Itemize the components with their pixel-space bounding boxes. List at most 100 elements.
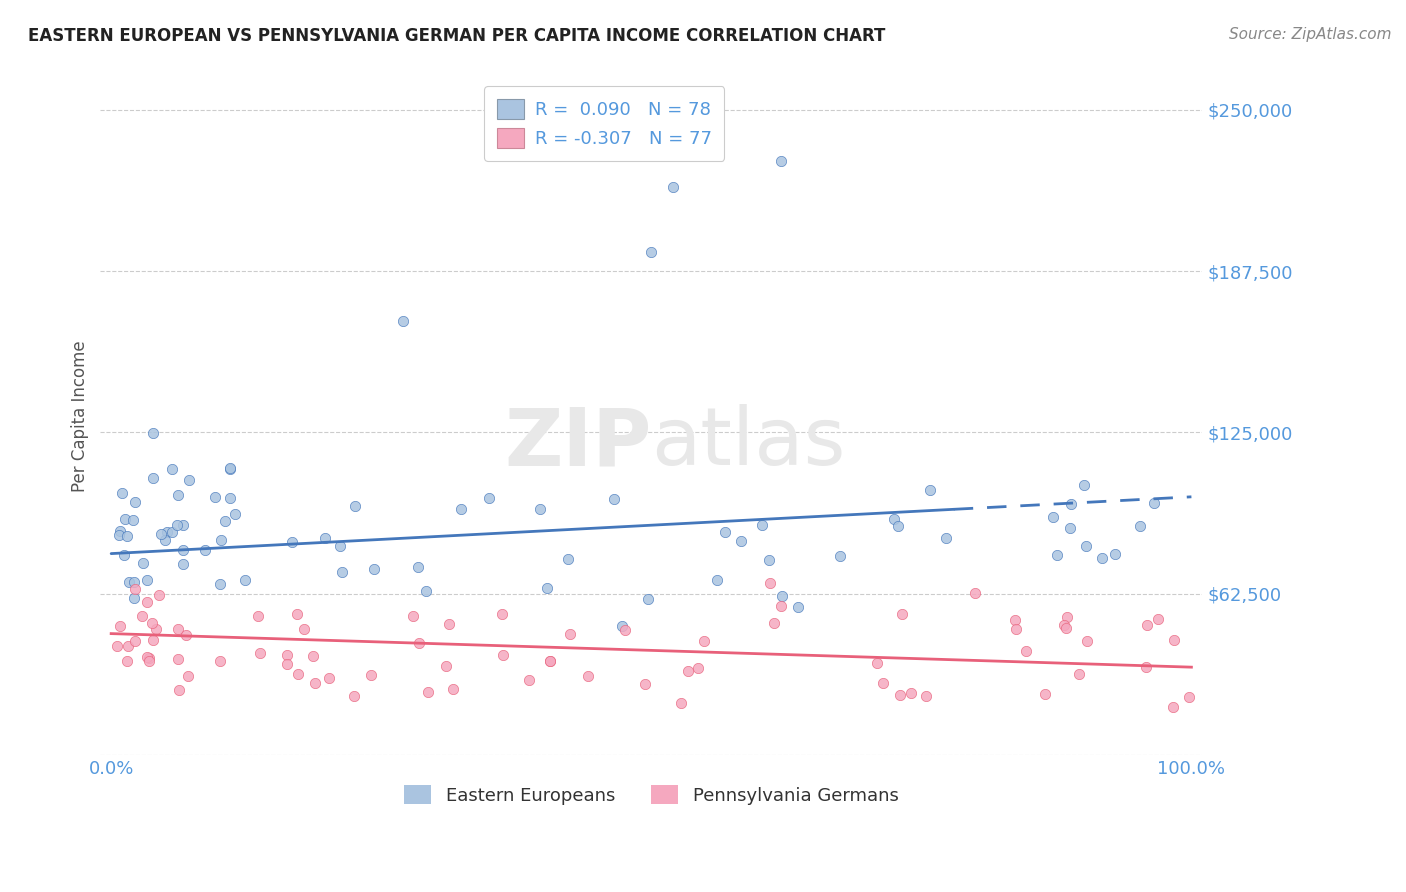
Point	[437, 617, 460, 632]
Point	[219, 462, 242, 476]
Point	[249, 646, 271, 660]
Point	[900, 686, 922, 700]
Point	[637, 592, 659, 607]
Point	[762, 616, 785, 631]
Point	[224, 508, 246, 522]
Point	[478, 491, 501, 506]
Point	[1163, 699, 1185, 714]
Point	[105, 639, 128, 653]
Point	[612, 618, 634, 632]
Point	[557, 551, 579, 566]
Point	[538, 654, 561, 668]
Point	[148, 588, 170, 602]
Point	[179, 473, 201, 487]
Point	[770, 589, 793, 603]
Point	[156, 524, 179, 539]
Point	[688, 661, 710, 675]
Point	[891, 607, 914, 621]
Point	[142, 425, 165, 440]
Point	[360, 668, 382, 682]
Point	[174, 628, 197, 642]
Point	[124, 495, 146, 509]
Point	[138, 650, 160, 665]
Point	[889, 688, 911, 702]
Point	[706, 573, 728, 587]
Point	[693, 634, 716, 648]
Point	[172, 557, 194, 571]
Point	[301, 648, 323, 663]
Point	[281, 534, 304, 549]
Point	[1074, 539, 1097, 553]
Point	[117, 639, 139, 653]
Point	[107, 528, 129, 542]
Point	[1053, 618, 1076, 632]
Point	[576, 669, 599, 683]
Point	[193, 543, 215, 558]
Point	[759, 575, 782, 590]
Point	[1042, 510, 1064, 524]
Point	[287, 667, 309, 681]
Point	[122, 591, 145, 606]
Point	[1056, 610, 1078, 624]
Point	[247, 608, 270, 623]
Point	[209, 533, 232, 548]
Point	[330, 565, 353, 579]
Point	[640, 244, 662, 259]
Point	[669, 696, 692, 710]
Point	[1015, 644, 1038, 658]
Point	[1069, 667, 1091, 681]
Point	[176, 668, 198, 682]
Y-axis label: Per Capita Income: Per Capita Income	[72, 341, 89, 492]
Point	[730, 533, 752, 548]
Point	[135, 574, 157, 588]
Point	[392, 314, 415, 328]
Point	[1046, 548, 1069, 562]
Point	[865, 657, 887, 671]
Point	[676, 664, 699, 678]
Point	[167, 682, 190, 697]
Text: Source: ZipAtlas.com: Source: ZipAtlas.com	[1229, 27, 1392, 42]
Point	[122, 513, 145, 527]
Point	[1147, 612, 1170, 626]
Point	[150, 527, 173, 541]
Point	[329, 539, 352, 553]
Point	[162, 524, 184, 539]
Point	[136, 650, 159, 665]
Point	[276, 648, 298, 662]
Point	[118, 574, 141, 589]
Point	[769, 154, 792, 169]
Point	[450, 502, 472, 516]
Point	[304, 676, 326, 690]
Point	[219, 491, 242, 505]
Point	[536, 581, 558, 595]
Point	[1073, 478, 1095, 492]
Point	[1033, 687, 1056, 701]
Point	[758, 553, 780, 567]
Point	[1059, 497, 1081, 511]
Point	[124, 634, 146, 648]
Point	[963, 586, 986, 600]
Point	[402, 608, 425, 623]
Point	[138, 654, 160, 668]
Point	[914, 690, 936, 704]
Point	[110, 524, 132, 538]
Point	[872, 676, 894, 690]
Point	[114, 512, 136, 526]
Point	[112, 548, 135, 562]
Point	[887, 519, 910, 533]
Point	[343, 499, 366, 513]
Point	[132, 556, 155, 570]
Point	[208, 576, 231, 591]
Point	[162, 462, 184, 476]
Point	[1163, 632, 1185, 647]
Point	[1104, 547, 1126, 561]
Point	[142, 633, 165, 648]
Point	[233, 573, 256, 587]
Point	[214, 514, 236, 528]
Point	[136, 595, 159, 609]
Point	[141, 615, 163, 630]
Text: EASTERN EUROPEAN VS PENNSYLVANIA GERMAN PER CAPITA INCOME CORRELATION CHART: EASTERN EUROPEAN VS PENNSYLVANIA GERMAN …	[28, 27, 886, 45]
Point	[285, 607, 308, 621]
Point	[167, 651, 190, 665]
Point	[314, 531, 336, 545]
